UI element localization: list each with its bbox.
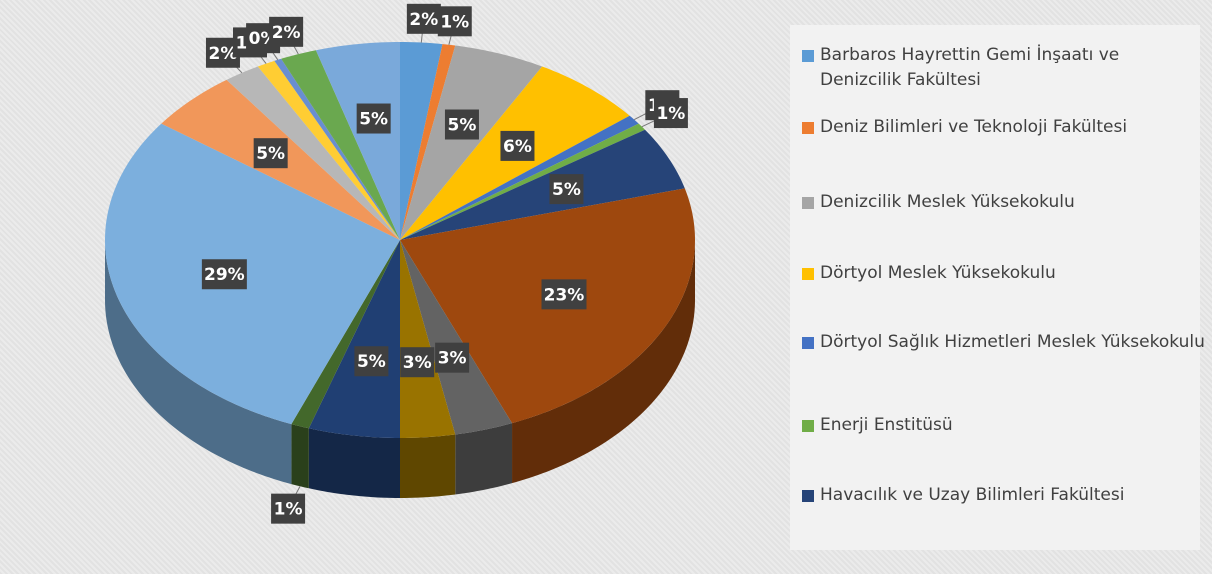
data-label: 1% <box>440 12 469 32</box>
legend-swatch <box>802 420 814 432</box>
legend-swatch <box>802 50 814 62</box>
legend-label: Denizcilik Meslek Yüksekokulu <box>820 192 1075 212</box>
legend-item: Havacılık ve Uzay Bilimleri Fakültesi <box>802 483 1205 508</box>
data-label-box <box>653 98 688 129</box>
data-label: 6% <box>503 137 532 157</box>
data-label: 5% <box>359 110 388 130</box>
slices <box>105 42 695 498</box>
data-label-box <box>201 259 247 290</box>
pie: 2%1%5%6%1%1%5%23%3%3%5%1%29%5%2%1%0%2%5% <box>105 3 695 524</box>
slice <box>400 42 443 240</box>
slice-side <box>308 428 400 498</box>
data-label-box <box>406 3 441 34</box>
data-label-box <box>437 6 472 37</box>
data-label-box <box>253 138 288 169</box>
slice <box>308 240 400 438</box>
legend-label: Havacılık ve Uzay Bilimleri Fakültesi <box>820 485 1125 505</box>
legend-item: Dörtyol Sağlık Hizmetleri Meslek Yükseko… <box>802 330 1205 355</box>
slice <box>274 58 400 240</box>
data-label-box <box>500 130 535 161</box>
slice <box>105 123 401 425</box>
data-label-box <box>356 103 391 134</box>
legend-swatch <box>802 197 814 209</box>
data-label: 2% <box>209 44 238 64</box>
data-label-box <box>444 109 479 140</box>
data-label-box <box>400 347 435 378</box>
legend-item: Deniz Bilimleri ve Teknoloji Fakültesi <box>802 115 1205 140</box>
legend-swatch <box>802 268 814 280</box>
slice <box>400 240 456 438</box>
data-label-box <box>435 342 470 373</box>
data-label: 1% <box>274 500 303 520</box>
legend-swatch <box>802 490 814 502</box>
slice <box>257 60 400 241</box>
slice <box>400 115 639 240</box>
slice-side <box>455 423 513 495</box>
legend-item: Barbaros Hayrettin Gemi İnşaatı ve Deniz… <box>802 43 1205 93</box>
data-label: 1% <box>656 104 685 124</box>
slice <box>400 240 513 435</box>
slice-side <box>105 240 292 485</box>
slice <box>281 50 400 241</box>
slice <box>400 123 646 240</box>
data-label-box <box>269 16 304 47</box>
legend: Barbaros Hayrettin Gemi İnşaatı ve Deniz… <box>790 25 1205 550</box>
slice <box>315 42 400 240</box>
legend-swatch <box>802 122 814 134</box>
legend-item: Enerji Enstitüsü <box>802 413 1205 438</box>
slice <box>400 45 543 240</box>
data-label-box <box>271 493 306 524</box>
legend-item: Denizcilik Meslek Yüksekokulu <box>802 190 1205 215</box>
data-label: 2% <box>409 10 438 30</box>
slice <box>226 66 400 241</box>
legend-label: Dörtyol Sağlık Hizmetleri Meslek Yükseko… <box>820 332 1205 352</box>
legend-swatch <box>802 337 814 349</box>
data-label: 29% <box>204 265 245 285</box>
slice-side <box>291 424 309 489</box>
data-label: 23% <box>544 285 585 305</box>
slice <box>400 129 685 240</box>
legend-label: Enerji Enstitüsü <box>820 415 953 435</box>
data-label: 5% <box>357 352 386 372</box>
data-label: 5% <box>448 115 477 135</box>
data-label-box <box>541 279 587 310</box>
data-label-box <box>354 346 389 377</box>
slice <box>291 240 400 429</box>
data-label: 3% <box>403 353 432 373</box>
slice <box>400 44 456 240</box>
data-label: 5% <box>256 144 285 164</box>
slice-side <box>512 240 695 484</box>
data-label: 5% <box>552 180 581 200</box>
data-label: 2% <box>272 23 301 43</box>
data-label-box <box>549 174 584 205</box>
legend-label: Barbaros Hayrettin Gemi İnşaatı ve Deniz… <box>820 45 1120 90</box>
legend-item: Dörtyol Meslek Yüksekokulu <box>802 261 1205 286</box>
legend-label: Dörtyol Meslek Yüksekokulu <box>820 263 1056 283</box>
data-label: 3% <box>438 349 467 369</box>
legend-label: Deniz Bilimleri ve Teknoloji Fakültesi <box>820 117 1128 137</box>
slice-side <box>400 434 456 498</box>
